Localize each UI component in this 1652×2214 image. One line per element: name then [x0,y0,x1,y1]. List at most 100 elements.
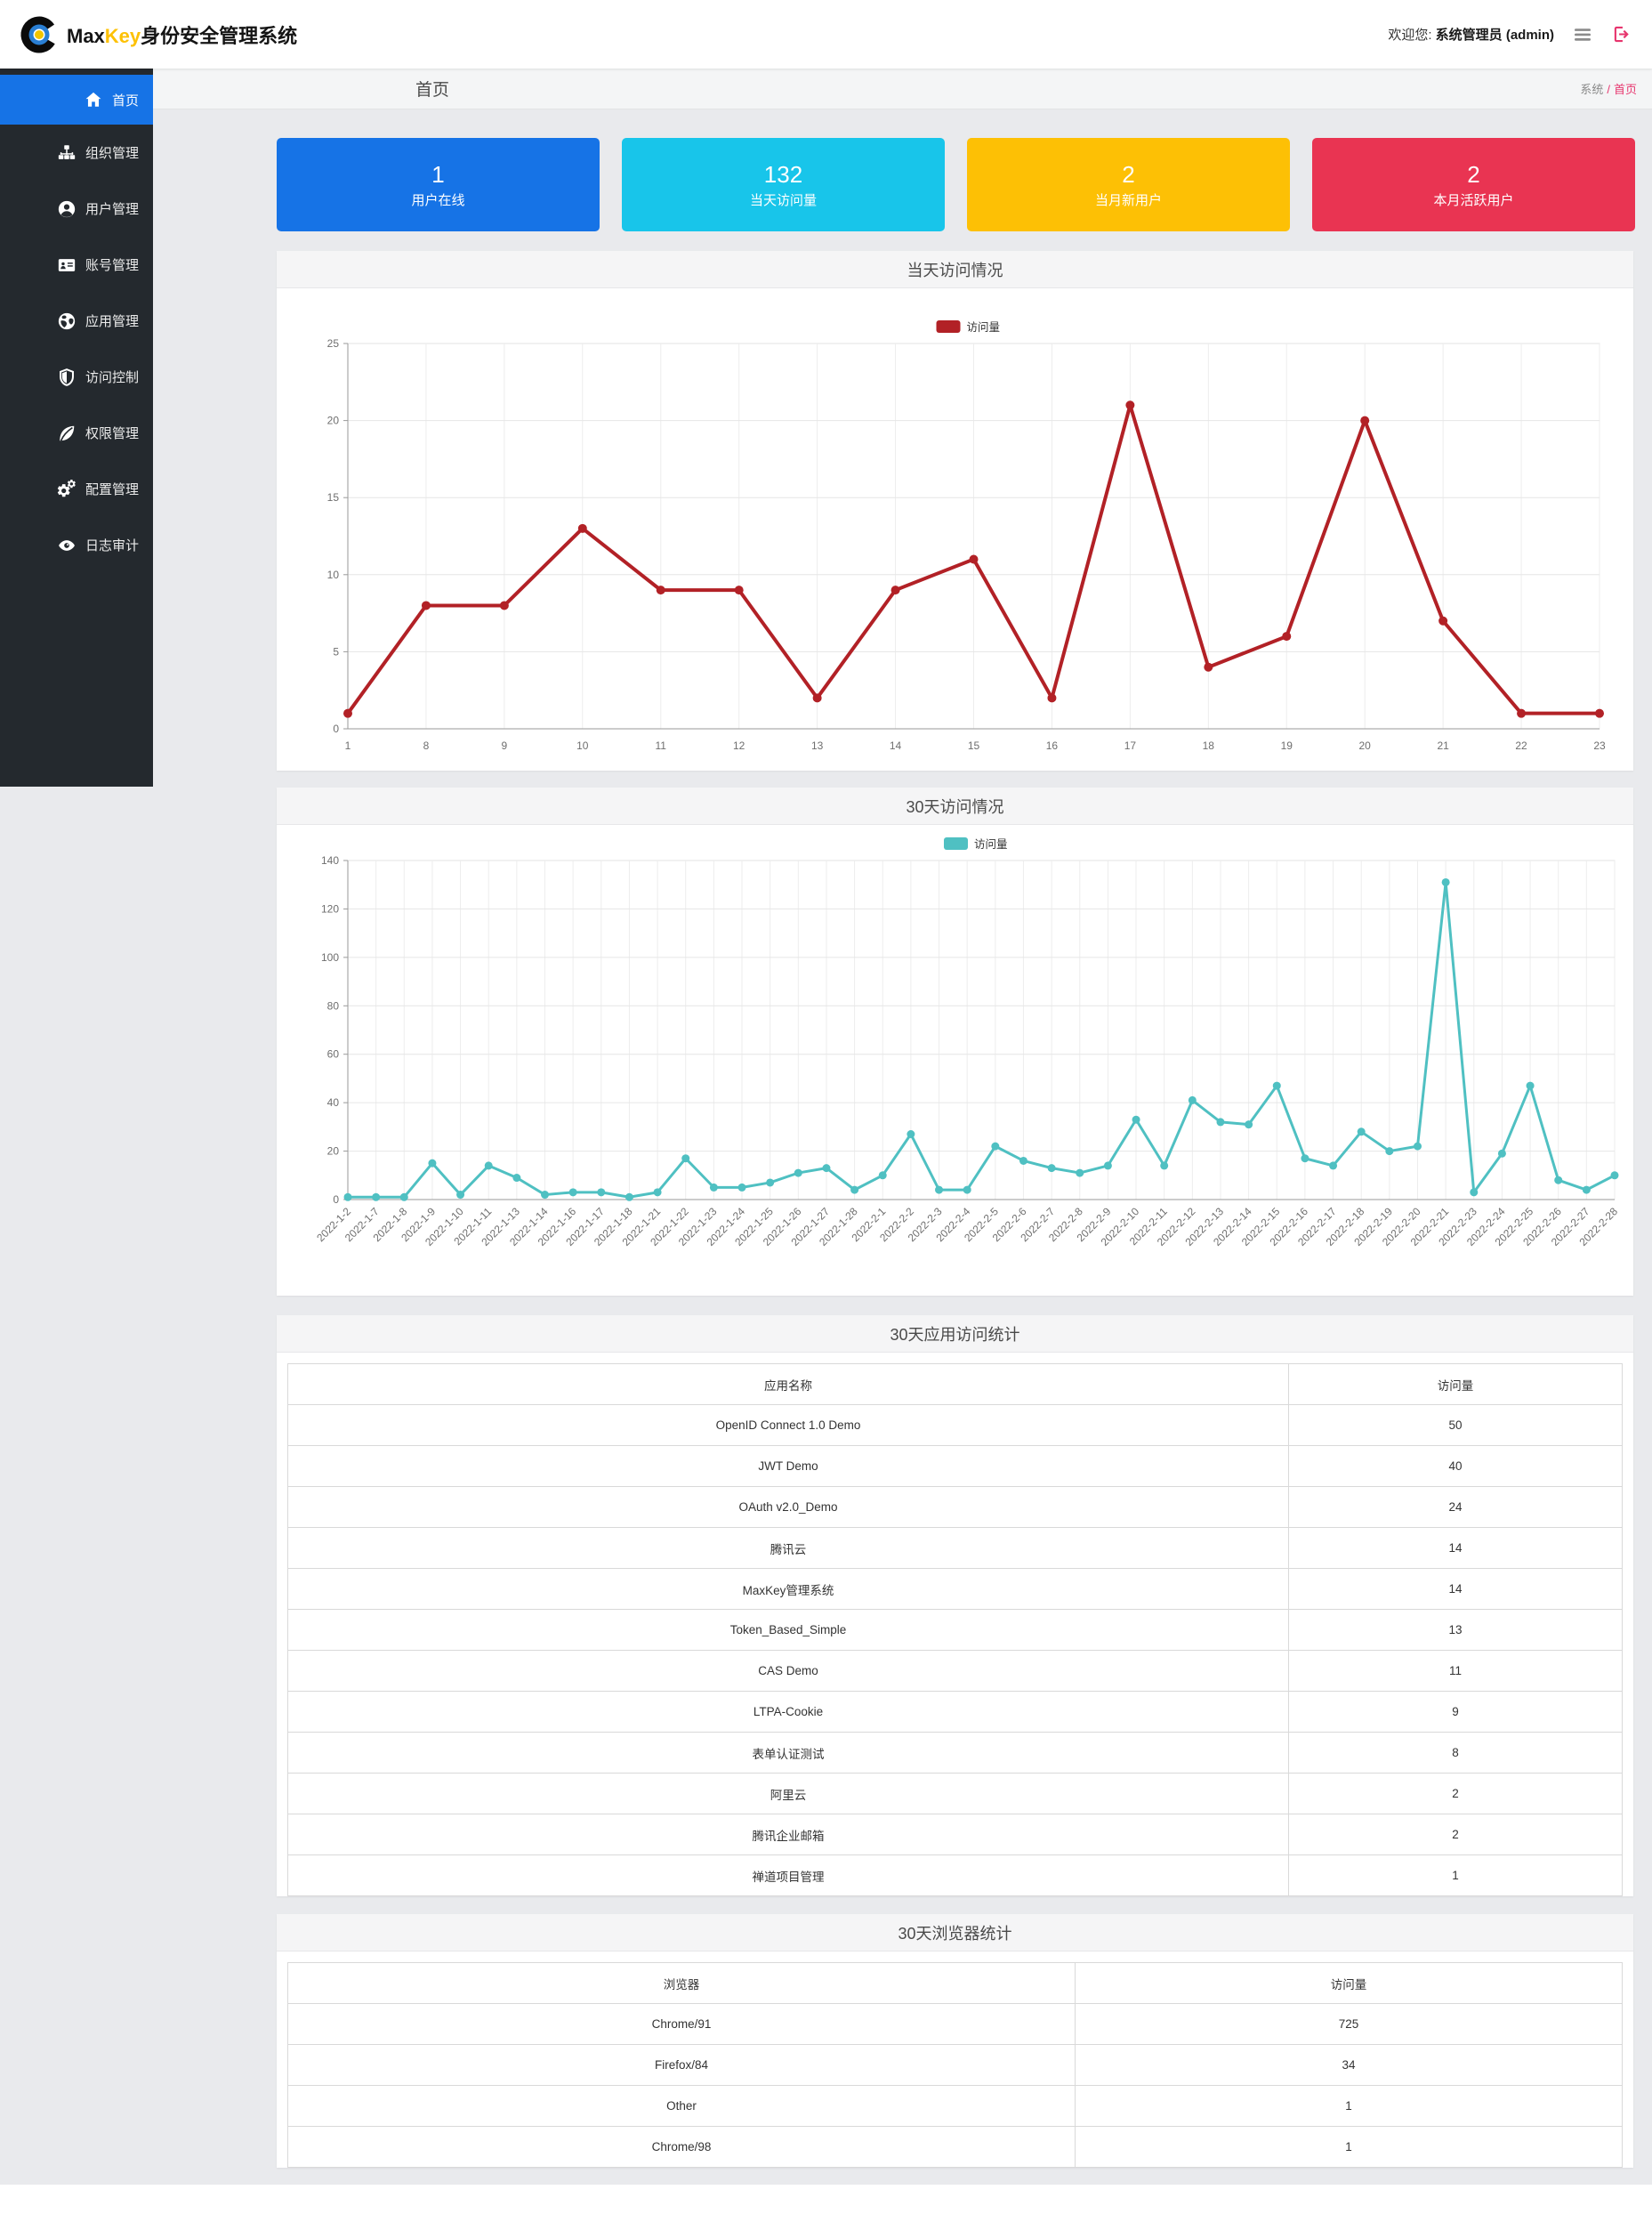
svg-text:23: 23 [1593,739,1606,752]
globe-icon [57,311,77,331]
panel-title-daily-visits: 当天访问情况 [277,251,1633,288]
table-row: CAS Demo 11 [287,1650,1623,1692]
svg-text:15: 15 [968,739,980,752]
sidebar-item-label: 访问控制 [85,370,139,385]
table-cell: 11 [1288,1650,1623,1692]
table-row: Chrome/91 725 [287,2003,1623,2045]
svg-text:16: 16 [1046,739,1059,752]
column-header: 访问量 [1075,1962,1623,2004]
sidebar-item-app[interactable]: 应用管理 [0,293,153,349]
sidebar-item-audit[interactable]: 日志审计 [0,517,153,573]
column-header: 访问量 [1288,1363,1623,1405]
home-icon [84,90,103,109]
table-cell: 2 [1288,1814,1623,1855]
svg-text:12: 12 [733,739,745,752]
navbar-right: 欢迎您: 系统管理员 (admin) [1388,24,1632,45]
sidebar-item-home[interactable]: 首页 [0,75,153,125]
table-cell: 34 [1075,2044,1623,2086]
table-row: 腾讯云 14 [287,1527,1623,1569]
table-cell: Chrome/98 [287,2126,1076,2168]
shield-icon [57,368,77,387]
main-content: 首页 系统 / 首页 1 用户在线 132 当天访问量 2 当月新用户 2 本月活跃用户 当天访问… [153,69,1652,2180]
sidebar-item-label: 组织管理 [85,146,139,161]
stat-card-active-users-month: 2 本月活跃用户 [1312,138,1635,231]
svg-text:20: 20 [1359,739,1372,752]
panel-title-30day-visits: 30天访问情况 [277,788,1633,825]
svg-text:80: 80 [327,999,340,1012]
table-row: Token_Based_Simple 13 [287,1609,1623,1651]
table-cell: 腾讯企业邮箱 [287,1814,1289,1855]
sidebar-item-label: 日志审计 [85,538,139,554]
table-cell: 腾讯云 [287,1527,1289,1569]
table-row: OpenID Connect 1.0 Demo 50 [287,1404,1623,1446]
svg-text:120: 120 [321,902,339,915]
svg-text:8: 8 [423,739,430,752]
sidebar-item-config[interactable]: 配置管理 [0,461,153,517]
svg-text:17: 17 [1124,739,1137,752]
sidebar-item-access[interactable]: 访问控制 [0,349,153,405]
svg-text:22: 22 [1515,739,1527,752]
stat-card-new-users-month: 2 当月新用户 [967,138,1290,231]
table-header-row: 浏览器 访问量 [287,1962,1623,2004]
svg-text:21: 21 [1437,739,1449,752]
table-row: 表单认证测试 8 [287,1732,1623,1774]
table-cell: 禅道项目管理 [287,1854,1289,1896]
content-header: 首页 系统 / 首页 [153,69,1652,109]
stat-label: 本月活跃用户 [1433,192,1514,208]
sidebar-item-label: 账号管理 [85,258,139,273]
stat-card-today-visits: 132 当天访问量 [622,138,945,231]
sidebar-item-label: 权限管理 [85,426,139,441]
table-row: Firefox/84 34 [287,2044,1623,2086]
page-footer [0,2185,1652,2214]
sidebar-item-label: 配置管理 [85,482,139,497]
hamburger-icon[interactable] [1572,24,1593,45]
panel-daily-visits: 当天访问情况 0 5 10 15 20 25 1 8 9 10 11 12 13 14 15 16 17 18 19… [277,251,1633,771]
user-circle-icon [57,199,77,219]
signout-icon[interactable] [1611,24,1632,45]
column-header: 应用名称 [287,1363,1289,1405]
sidebar-item-permission[interactable]: 权限管理 [0,405,153,461]
eye-icon [57,536,77,555]
table-cell: JWT Demo [287,1445,1289,1487]
brand: MaxKey身份安全管理系统 [20,15,297,54]
stat-value: 2 [1467,160,1480,188]
svg-text:11: 11 [656,739,667,752]
sidebar-item-account[interactable]: 账号管理 [0,237,153,293]
svg-text:访问量: 访问量 [974,838,1008,851]
svg-text:60: 60 [327,1048,340,1061]
panel-app-visit-stats: 30天应用访问统计 应用名称 访问量 OpenID Connect 1.0 Demo… [277,1315,1633,1896]
table-cell: 1 [1075,2085,1623,2127]
svg-text:18: 18 [1203,739,1215,752]
sidebar-item-org[interactable]: 组织管理 [0,125,153,181]
table-cell: OAuth v2.0_Demo [287,1486,1289,1528]
sidebar: 首页组织管理用户管理账号管理应用管理访问控制权限管理配置管理日志审计 [0,69,153,787]
svg-text:15: 15 [327,491,340,504]
svg-text:9: 9 [502,739,508,752]
stat-value: 2 [1122,160,1135,188]
table-cell: Token_Based_Simple [287,1609,1289,1651]
svg-text:0: 0 [333,723,339,735]
app-title: MaxKey身份安全管理系统 [67,24,298,47]
panel-30day-visits: 30天访问情况 0 20 40 60 80 100 120 140 2022-1-2 2022-1… [277,788,1633,1296]
sidebar-item-user[interactable]: 用户管理 [0,181,153,237]
table-cell: MaxKey管理系统 [287,1568,1289,1610]
sidebar-item-label: 应用管理 [85,314,139,329]
table-row: 阿里云 2 [287,1773,1623,1814]
breadcrumb-current[interactable]: 首页 [1613,83,1637,96]
monthly-visits-chart: 0 20 40 60 80 100 120 140 2022-1-2 2022-1-7 2022-1… [277,825,1633,1296]
table-row: LTPA-Cookie 9 [287,1691,1623,1733]
column-header: 浏览器 [287,1962,1076,2004]
browser-stats-table: 浏览器 访问量 Chrome/91 725 Firefox/84 34 Other 1 Chro… [287,1962,1623,2168]
id-card-icon [57,255,77,275]
cogs-icon [57,479,77,499]
stat-value: 1 [431,160,445,188]
table-cell: 2 [1288,1773,1623,1814]
table-cell: 8 [1288,1732,1623,1774]
stat-label: 用户在线 [411,192,465,208]
daily-visits-chart: 0 5 10 15 20 25 1 8 9 10 11 12 13 14 15 16 17 18 19 20 21 22 2… [277,288,1633,771]
svg-text:13: 13 [811,739,824,752]
svg-text:14: 14 [890,739,902,752]
svg-text:140: 140 [321,854,339,867]
svg-text:0: 0 [333,1193,339,1206]
svg-text:20: 20 [327,415,340,427]
